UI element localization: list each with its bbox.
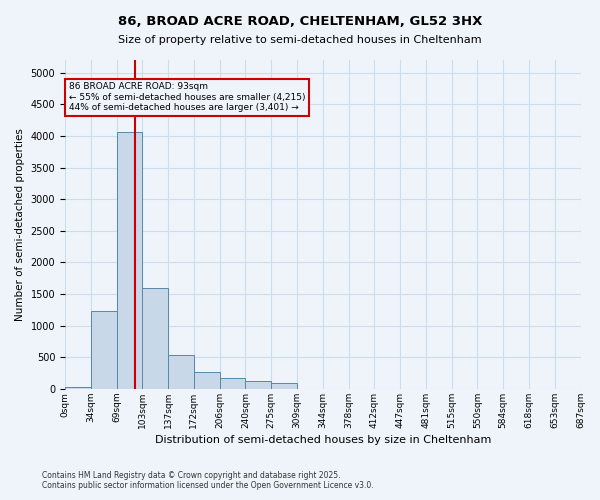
Bar bbox=[116, 132, 142, 389]
Text: 86, BROAD ACRE ROAD, CHELTENHAM, GL52 3HX: 86, BROAD ACRE ROAD, CHELTENHAM, GL52 3H… bbox=[118, 15, 482, 28]
Y-axis label: Number of semi-detached properties: Number of semi-detached properties bbox=[15, 128, 25, 321]
Text: Size of property relative to semi-detached houses in Cheltenham: Size of property relative to semi-detach… bbox=[118, 35, 482, 45]
Bar bbox=[194, 372, 220, 389]
Bar bbox=[220, 378, 245, 389]
Bar bbox=[245, 382, 271, 389]
Bar bbox=[65, 387, 91, 389]
Text: 86 BROAD ACRE ROAD: 93sqm
← 55% of semi-detached houses are smaller (4,215)
44% : 86 BROAD ACRE ROAD: 93sqm ← 55% of semi-… bbox=[69, 82, 305, 112]
Bar bbox=[271, 383, 297, 389]
Bar bbox=[168, 356, 194, 389]
Bar bbox=[142, 288, 168, 389]
X-axis label: Distribution of semi-detached houses by size in Cheltenham: Distribution of semi-detached houses by … bbox=[155, 435, 491, 445]
Bar bbox=[91, 311, 116, 389]
Text: Contains HM Land Registry data © Crown copyright and database right 2025.
Contai: Contains HM Land Registry data © Crown c… bbox=[42, 470, 374, 490]
